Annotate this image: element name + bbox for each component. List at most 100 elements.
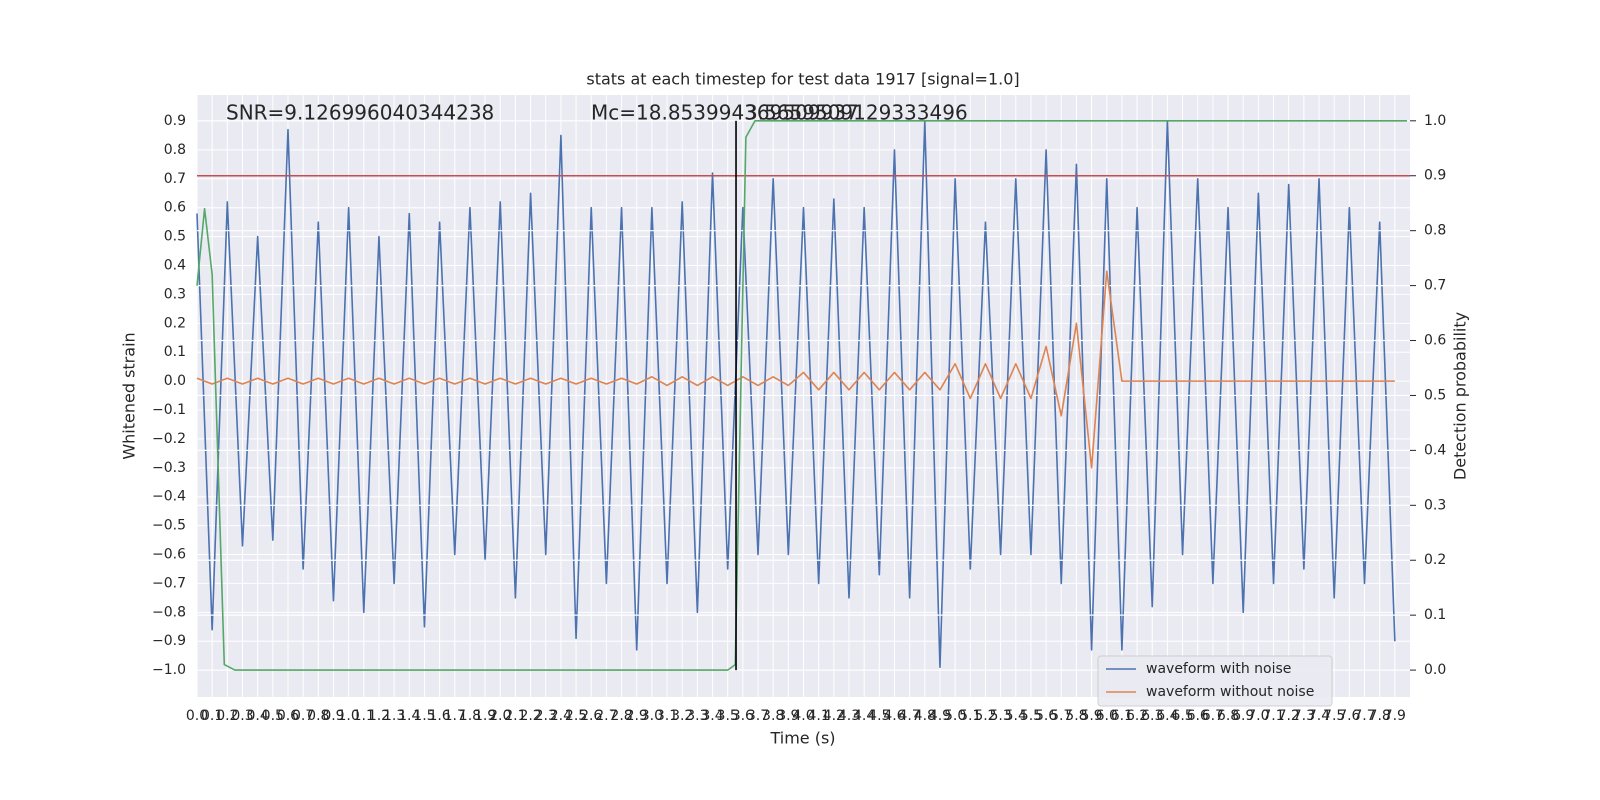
x-tick-label: 0.7 [292,708,314,724]
y2-tick-label: 0.5 [1424,387,1446,403]
x-tick-label: 2.1 [504,708,526,724]
x-tick-label: 5.3 [989,708,1011,724]
x-tick-label: 5.0 [944,708,966,724]
x-tick-label: 1.4 [398,708,420,724]
x-tick-label: 6.8 [1217,708,1239,724]
chart-title: stats at each timestep for test data 191… [586,70,1019,89]
x-tick-label: 7.5 [1323,708,1345,724]
y2-tick-label: 0.9 [1424,168,1446,184]
x-tick-label: 5.6 [1035,708,1057,724]
x-tick-label: 6.5 [1171,708,1193,724]
annotation: 3.5659509129333496 [745,101,968,125]
y-tick-label: 0.8 [164,142,186,158]
x-tick-label: 4.8 [914,708,936,724]
x-tick-label: 1.3 [383,708,405,724]
x-tick-label: 2.3 [535,708,557,724]
x-tick-label: 5.8 [1065,708,1087,724]
x-tick-label: 5.9 [1080,708,1102,724]
x-tick-label: 4.7 [899,708,921,724]
x-tick-label: 0.4 [247,708,269,724]
legend-box [1097,655,1333,707]
y2-tick-label: 0.1 [1424,607,1446,623]
x-tick-label: 1.2 [368,708,390,724]
x-tick-label: 7.0 [1247,708,1269,724]
y-tick-label: 0.7 [164,171,186,187]
y2-tick-label: 0.7 [1424,278,1446,294]
x-tick-label: 3.4 [701,708,723,724]
y-tick-label: −0.9 [152,633,186,649]
legend-label: waveform with noise [1146,661,1291,677]
legend-label: waveform without noise [1146,684,1314,700]
x-tick-label: 6.2 [1126,708,1148,724]
x-tick-label: 1.7 [444,708,466,724]
x-tick-label: 0.0 [186,708,208,724]
y2-tick-label: 0.2 [1424,552,1446,568]
y2-tick-label: 0.0 [1424,662,1446,678]
x-tick-label: 0.8 [307,708,329,724]
x-axis-label: Time (s) [769,729,835,748]
y-tick-label: 0.6 [164,200,186,216]
x-tick-label: 0.6 [277,708,299,724]
y-tick-label: 0.5 [164,229,186,245]
y2-tick-label: 0.4 [1424,442,1446,458]
x-tick-label: 7.1 [1262,708,1284,724]
x-tick-label: 5.5 [1020,708,1042,724]
x-tick-label: 4.6 [883,708,905,724]
x-tick-label: 6.7 [1202,708,1224,724]
x-tick-label: 5.1 [959,708,981,724]
x-tick-label: 3.9 [777,708,799,724]
y-tick-label: 0.3 [164,286,186,302]
x-tick-label: 2.6 [580,708,602,724]
y-tick-label: 0.4 [164,258,186,274]
x-tick-label: 7.7 [1353,708,1375,724]
y-tick-label: −0.5 [152,518,186,534]
y-tick-label: 0.0 [164,373,186,389]
y-tick-label: 0.1 [164,344,186,360]
x-tick-label: 4.0 [792,708,814,724]
x-tick-label: 2.7 [595,708,617,724]
y-tick-label: −0.7 [152,575,186,591]
annotation: SNR=9.126996040344238 [226,101,494,125]
y-tick-label: 0.2 [164,315,186,331]
x-tick-label: 3.6 [732,708,754,724]
x-tick-label: 7.9 [1384,708,1406,724]
x-tick-label: 1.0 [337,708,359,724]
x-tick-label: 4.9 [929,708,951,724]
y2-tick-label: 0.3 [1424,497,1446,513]
x-tick-label: 3.2 [671,708,693,724]
x-tick-label: 1.9 [474,708,496,724]
y-axis-label: Whitened strain [120,332,139,459]
y-tick-label: −1.0 [152,662,186,678]
x-tick-label: 6.4 [1156,708,1178,724]
x-tick-label: 1.5 [413,708,435,724]
y-tick-label: −0.6 [152,547,186,563]
y-tick-label: −0.2 [152,431,186,447]
x-tick-label: 0.1 [201,708,223,724]
y2-axis-label: Detection probability [1451,312,1470,480]
y-tick-label: −0.4 [152,489,186,505]
x-tick-label: 4.4 [853,708,875,724]
annotation: Mc=18.853994369509937 [591,101,859,125]
y2-tick-label: 0.6 [1424,333,1446,349]
x-tick-label: 3.7 [747,708,769,724]
x-tick-label: 0.9 [322,708,344,724]
x-tick-label: 4.2 [823,708,845,724]
series-line [196,120,1407,671]
x-tick-label: 5.2 [974,708,996,724]
x-tick-label: 0.5 [262,708,284,724]
y-tick-label: 0.9 [164,113,186,129]
x-tick-label: 0.3 [231,708,253,724]
x-tick-label: 2.8 [610,708,632,724]
x-tick-label: 6.0 [1096,708,1118,724]
x-tick-label: 3.8 [762,708,784,724]
x-tick-label: 4.1 [808,708,830,724]
x-tick-label: 7.8 [1369,708,1391,724]
x-tick-label: 7.2 [1278,708,1300,724]
x-tick-label: 3.0 [641,708,663,724]
x-tick-label: 1.6 [428,708,450,724]
x-tick-label: 2.2 [519,708,541,724]
x-tick-label: 2.9 [626,708,648,724]
x-tick-label: 3.5 [717,708,739,724]
x-tick-label: 0.2 [216,708,238,724]
x-tick-label: 6.1 [1111,708,1133,724]
